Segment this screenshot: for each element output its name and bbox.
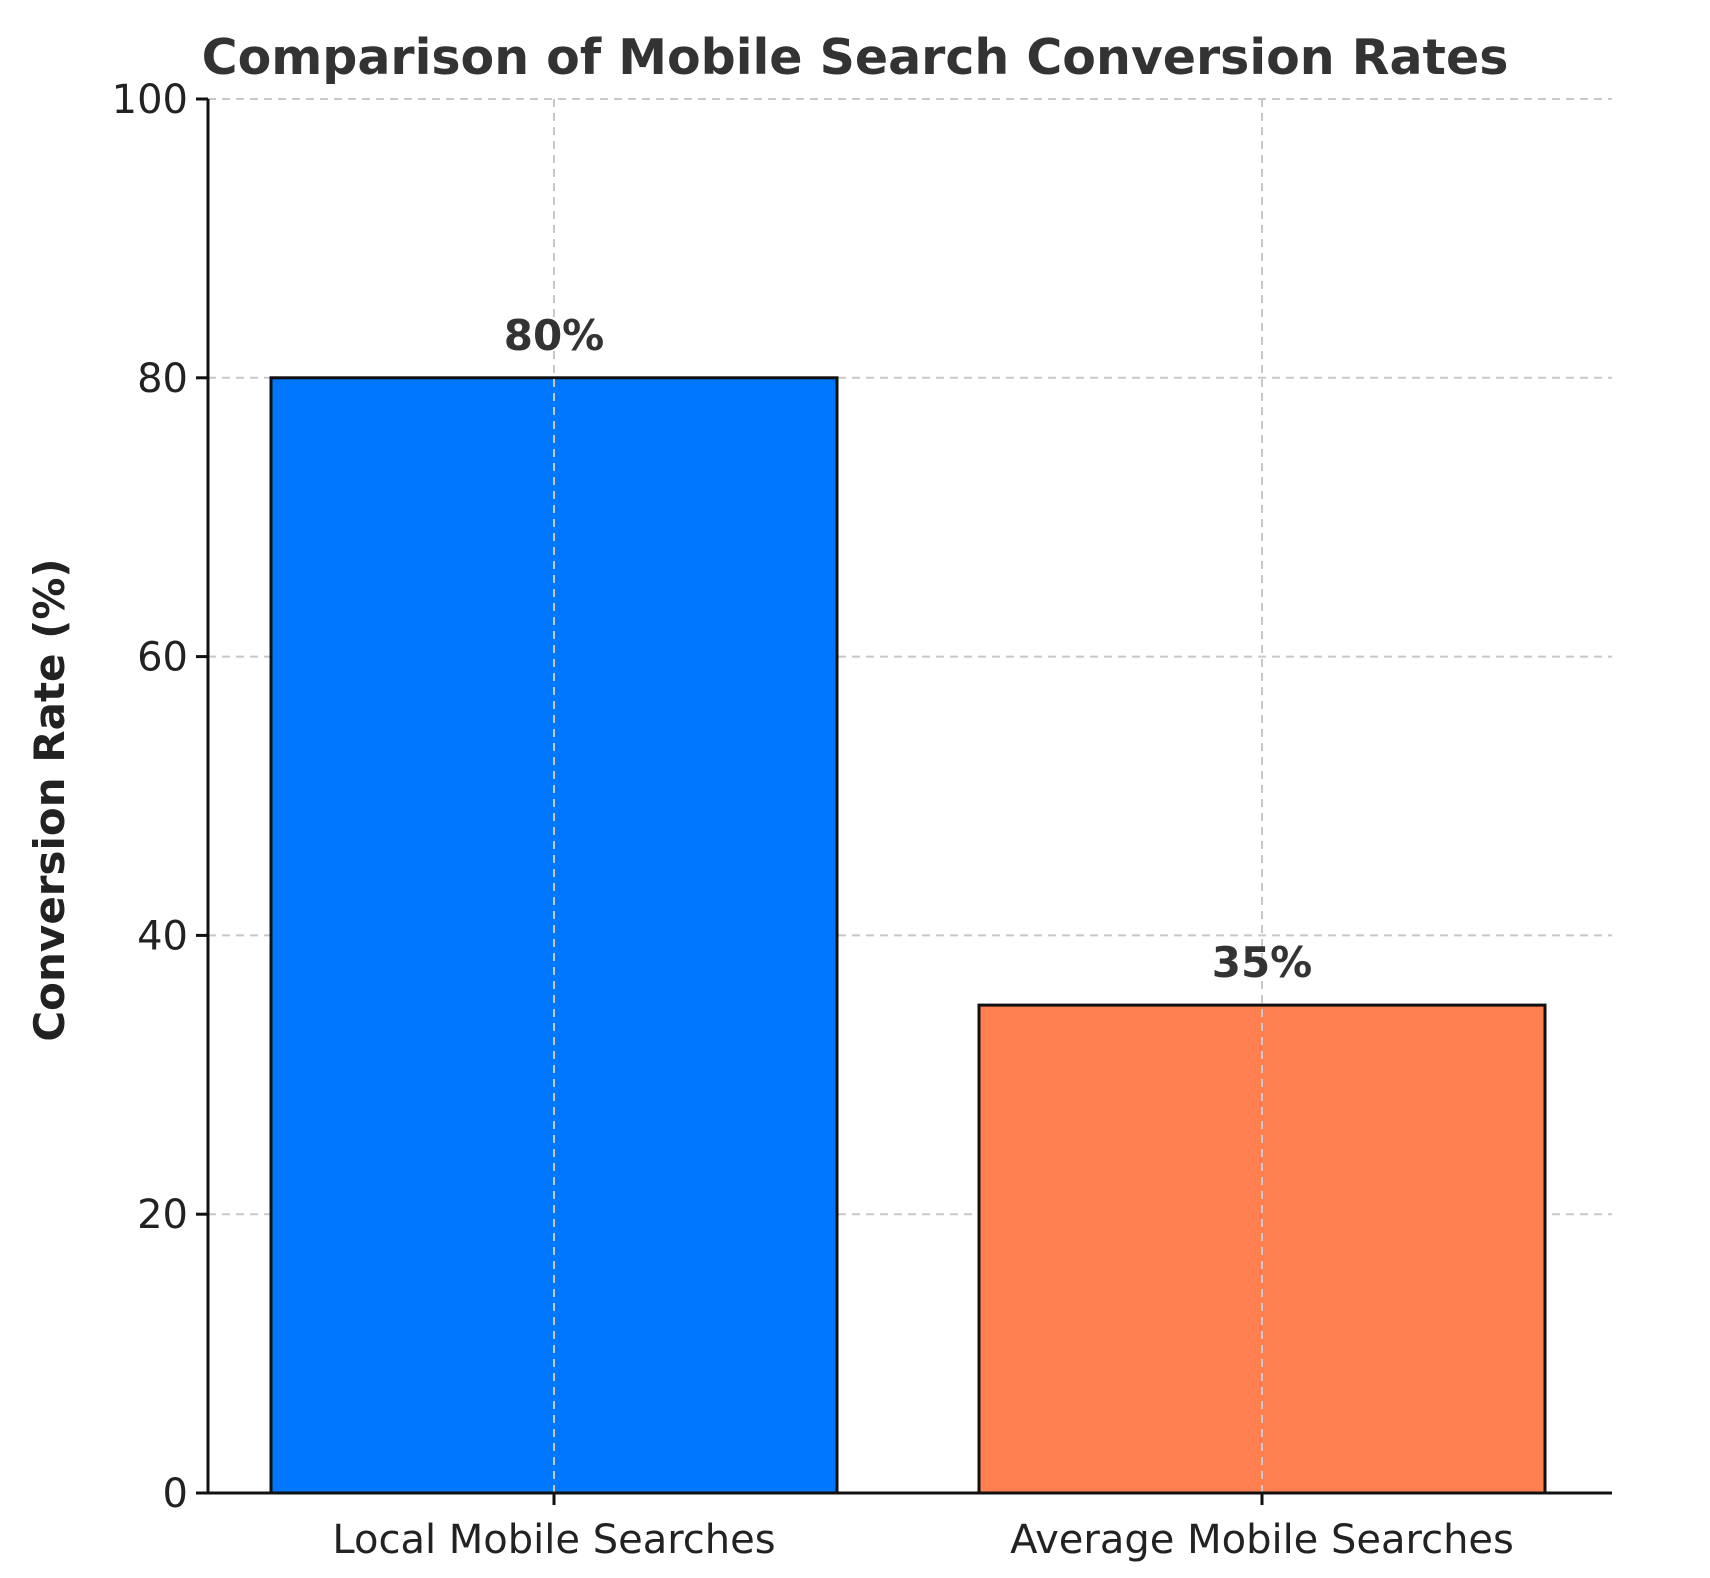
axes-layer [206, 99, 1612, 1495]
y-tick-label: 20 [137, 1192, 188, 1238]
bar-local-mobile-searches [269, 376, 839, 1495]
y-axis-label: Conversion Rate (%) [25, 558, 74, 1041]
bar-value-label: 80% [504, 311, 605, 360]
y-tick-label: 40 [137, 913, 188, 959]
x-tick-label: Local Mobile Searches [332, 1517, 775, 1563]
y-tick-label: 100 [112, 77, 188, 123]
bar-value-label: 35% [1212, 938, 1313, 987]
labels-layer: 80% 35% [504, 311, 1313, 987]
y-tick-label: 0 [163, 1471, 188, 1517]
x-tick-label: Average Mobile Searches [1010, 1517, 1514, 1563]
chart-title: Comparison of Mobile Search Conversion R… [202, 29, 1509, 86]
ticks-layer: 0 20 40 60 80 100 Local Mobile Searches Average… [112, 77, 1514, 1563]
y-tick-label: 80 [137, 356, 188, 402]
y-tick-label: 60 [137, 635, 188, 681]
